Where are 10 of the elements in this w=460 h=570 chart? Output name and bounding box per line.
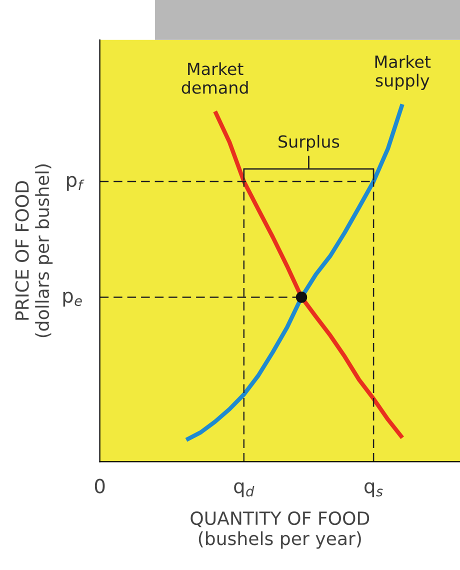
y-axis-title: PRICE OF FOOD (dollars per bushel): [15, 164, 53, 338]
x-tick-label: q$_{s}$: [364, 482, 383, 498]
ref-line-label: p$_{f}$: [67, 176, 84, 191]
series-label: Market demand: [182, 62, 248, 94]
annotation: Surplus: [278, 134, 340, 152]
x-tick-label: q$_{d}$: [234, 482, 254, 498]
ref-line-label: p$_{e}$: [63, 292, 82, 307]
x-tick-label: 0: [94, 478, 105, 494]
x-axis-title: QUANTITY OF FOOD (bushels per year): [190, 511, 370, 549]
series-label: Market supply: [375, 55, 431, 90]
